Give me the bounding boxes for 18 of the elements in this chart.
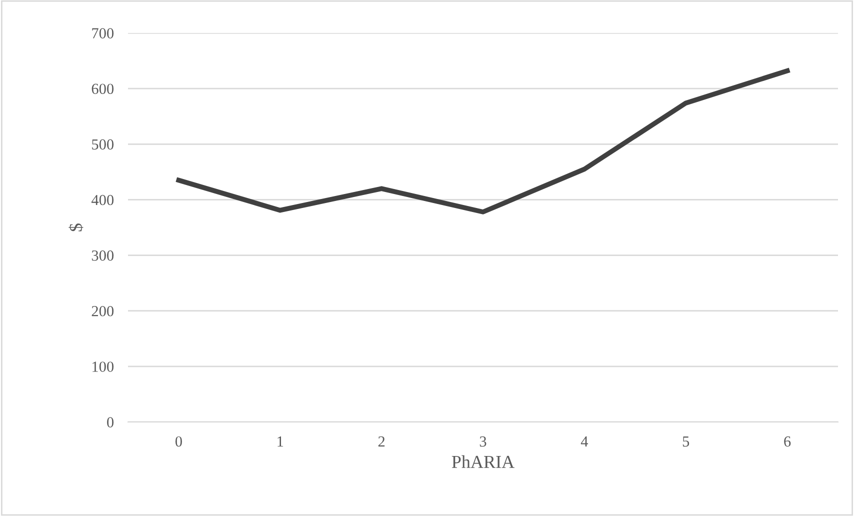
x-tick-label: 4 <box>580 436 588 446</box>
x-tick-label: 5 <box>682 436 690 447</box>
y-tick-label: 700 <box>92 28 114 38</box>
y-tick-label: 300 <box>92 250 114 261</box>
x-axis-title: PhARIA <box>452 455 514 468</box>
x-tick-label: 6 <box>784 436 791 447</box>
y-tick-label: 100 <box>92 362 114 372</box>
y-tick-label: 0 <box>107 417 114 428</box>
y-tick-label: 400 <box>91 194 114 206</box>
x-tick-label: 0 <box>175 436 182 447</box>
x-tick-label: 2 <box>378 436 385 446</box>
y-tick-label: 500 <box>92 139 114 150</box>
y-tick-label: 200 <box>92 306 114 316</box>
line-series <box>176 68 790 214</box>
y-axis-title: $ <box>68 224 84 232</box>
x-tick-label: 1 <box>278 436 284 446</box>
y-tick-label: 600 <box>92 84 114 94</box>
x-tick-label: 3 <box>480 436 486 447</box>
